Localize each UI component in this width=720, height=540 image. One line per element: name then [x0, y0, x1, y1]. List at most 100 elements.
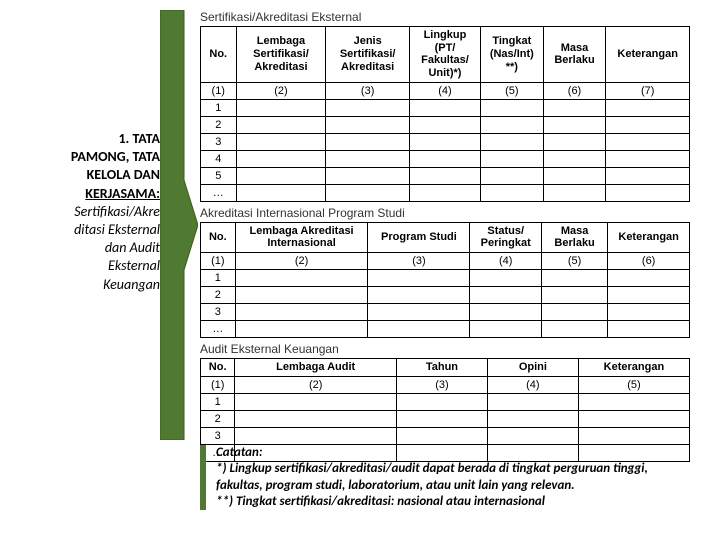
table-index-cell: (2): [235, 376, 397, 393]
catatan-l3: fakultas, program studi, laboratorium, a…: [216, 478, 700, 494]
table-cell: [368, 320, 470, 337]
table-cell: [541, 286, 607, 303]
table-index-cell: (3): [368, 252, 470, 269]
table-cell: [409, 150, 480, 167]
table-cell: [608, 269, 690, 286]
table-cell: [409, 99, 480, 116]
table-index-cell: (1): [201, 82, 237, 99]
table-index-cell: (3): [396, 376, 487, 393]
table-cell: [606, 116, 690, 133]
table-row: 2: [201, 116, 690, 133]
sidebar-sub-l1: Sertifikasi/Akre: [5, 203, 160, 221]
table-cell: [235, 286, 368, 303]
arrow-shape: [160, 10, 198, 440]
table-cell: [606, 99, 690, 116]
table-cell: [326, 133, 410, 150]
table-cell: [326, 167, 410, 184]
table-header: Opini: [487, 358, 578, 376]
table-cell: [326, 116, 410, 133]
table-index-cell: (2): [236, 82, 326, 99]
table1-title: Sertifikasi/Akreditasi Eksternal: [200, 10, 710, 24]
sidebar-title-l3: KELOLA DAN: [5, 166, 160, 184]
sidebar-text: 1. TATA PAMONG, TATA KELOLA DAN KERJASAM…: [5, 130, 160, 294]
table-cell: 3: [201, 133, 237, 150]
table-cell: 1: [201, 99, 237, 116]
table-row: 1: [201, 99, 690, 116]
table-header: Status/ Peringkat: [470, 222, 541, 252]
sidebar-sub-l5: Keuangan: [5, 276, 160, 294]
table-row: 4: [201, 150, 690, 167]
table-header: Jenis Sertifikasi/ Akreditasi: [326, 27, 410, 83]
table-index-cell: (7): [606, 82, 690, 99]
table-index-cell: (5): [578, 376, 689, 393]
table-cell: 2: [201, 410, 235, 427]
table-cell: 1: [201, 393, 235, 410]
table-header: No.: [201, 358, 235, 376]
table-header: Masa Berlaku: [543, 27, 606, 83]
table-header: No.: [201, 222, 236, 252]
table-cell: 1: [201, 269, 236, 286]
table-cell: [487, 427, 578, 444]
table-cell: [409, 184, 480, 201]
table-cell: [541, 269, 607, 286]
table-cell: [235, 410, 397, 427]
table-header: Keterangan: [606, 27, 690, 83]
table-cell: [409, 133, 480, 150]
table-cell: [543, 150, 606, 167]
sidebar-sub-l4: Eksternal: [5, 257, 160, 275]
table-cell: [480, 150, 543, 167]
table-cell: [368, 303, 470, 320]
table-cell: 3: [201, 427, 235, 444]
table-cell: [606, 184, 690, 201]
table-cell: [543, 133, 606, 150]
table-index-cell: (5): [541, 252, 607, 269]
table-index-cell: (2): [235, 252, 368, 269]
table-row: 1: [201, 393, 690, 410]
catatan-l1: Catatan:: [216, 445, 700, 461]
table-cell: [606, 150, 690, 167]
sidebar-sub-l3: dan Audit: [5, 239, 160, 257]
table-cell: …: [201, 320, 236, 337]
sidebar-title-l2: PAMONG, TATA: [5, 148, 160, 166]
table-index-cell: (4): [487, 376, 578, 393]
sidebar-sub-l2: ditasi Eksternal: [5, 221, 160, 239]
table-cell: [236, 150, 326, 167]
table-cell: [541, 303, 607, 320]
table-index-cell: (1): [201, 376, 235, 393]
table-cell: 2: [201, 286, 236, 303]
table-cell: [470, 303, 541, 320]
table-cell: [326, 150, 410, 167]
table3-title: Audit Eksternal Keuangan: [200, 342, 710, 356]
table-cell: [578, 393, 689, 410]
table-cell: [608, 320, 690, 337]
table-cell: [480, 116, 543, 133]
table-row: 2: [201, 286, 690, 303]
table-cell: [608, 303, 690, 320]
table-header: Lingkup (PT/ Fakultas/ Unit)*): [409, 27, 480, 83]
table-index-cell: (6): [608, 252, 690, 269]
table-row: 3: [201, 427, 690, 444]
table-row: 2: [201, 410, 690, 427]
table-cell: …: [201, 184, 237, 201]
catatan-l4: **) Tingkat sertifikasi/akreditasi: nasi…: [216, 494, 700, 510]
table-cell: 4: [201, 150, 237, 167]
table-row: 5: [201, 167, 690, 184]
table2-title: Akreditasi Internasional Program Studi: [200, 206, 710, 220]
table-header: Tingkat (Nas/Int) **): [480, 27, 543, 83]
table-header: Keterangan: [578, 358, 689, 376]
table-header: Tahun: [396, 358, 487, 376]
table-header: Keterangan: [608, 222, 690, 252]
table-cell: [396, 427, 487, 444]
table-cell: 3: [201, 303, 236, 320]
table-header: Lembaga Sertifikasi/ Akreditasi: [236, 27, 326, 83]
table-cell: [578, 410, 689, 427]
tables-area: Sertifikasi/Akreditasi Eksternal No.Lemb…: [200, 8, 710, 462]
table-cell: [236, 99, 326, 116]
sidebar-title-l4: KERJASAMA:: [5, 185, 160, 203]
table-cell: [236, 116, 326, 133]
table-index-cell: (6): [543, 82, 606, 99]
table-index-cell: (5): [480, 82, 543, 99]
table-cell: [396, 393, 487, 410]
table-cell: [543, 99, 606, 116]
table-header: Lembaga Audit: [235, 358, 397, 376]
